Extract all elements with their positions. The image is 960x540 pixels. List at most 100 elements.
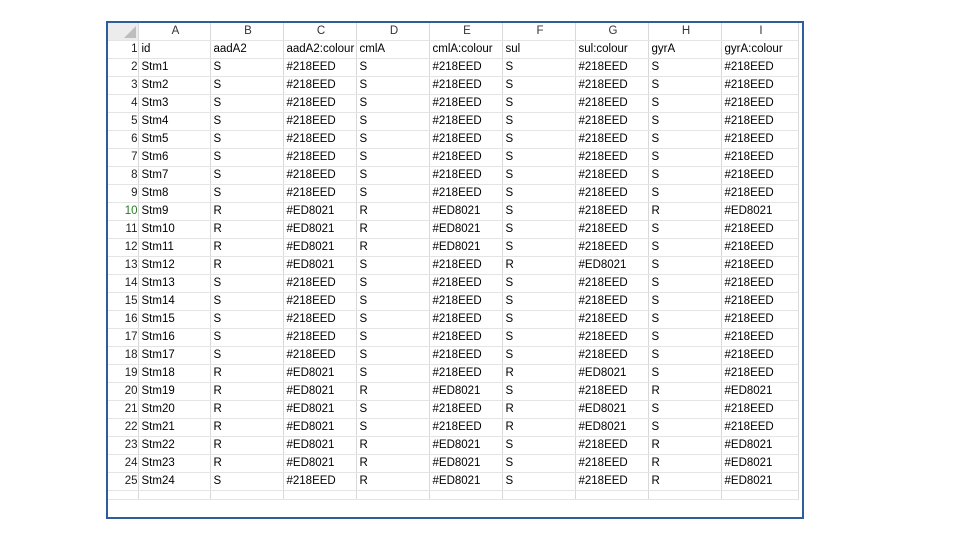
cell-h6[interactable]: S bbox=[648, 130, 722, 149]
row-number[interactable]: 17 bbox=[108, 328, 139, 347]
cell-g6[interactable]: #218EED bbox=[575, 130, 649, 149]
cell-d7[interactable]: S bbox=[356, 148, 430, 167]
cell-h4[interactable]: S bbox=[648, 94, 722, 113]
cell-e13[interactable]: #218EED bbox=[429, 256, 503, 275]
cell-i4[interactable]: #218EED bbox=[721, 94, 799, 113]
column-header-f[interactable]: F bbox=[502, 23, 576, 41]
cell-a18[interactable]: Stm17 bbox=[138, 346, 211, 365]
cell-b20[interactable]: R bbox=[210, 382, 284, 401]
row-number[interactable]: 10 bbox=[108, 202, 139, 221]
row-number[interactable]: 4 bbox=[108, 94, 139, 113]
cell-g5[interactable]: #218EED bbox=[575, 112, 649, 131]
cell-d16[interactable]: S bbox=[356, 310, 430, 329]
cell-g25[interactable]: #218EED bbox=[575, 472, 649, 491]
row-number[interactable]: 12 bbox=[108, 238, 139, 257]
row-number[interactable]: 21 bbox=[108, 400, 139, 419]
cell-e20[interactable]: #ED8021 bbox=[429, 382, 503, 401]
cell-f17[interactable]: S bbox=[502, 328, 576, 347]
cell-e22[interactable]: #218EED bbox=[429, 418, 503, 437]
cell-c25[interactable]: #218EED bbox=[283, 472, 357, 491]
cell-e15[interactable]: #218EED bbox=[429, 292, 503, 311]
cell-c15[interactable]: #218EED bbox=[283, 292, 357, 311]
cell-c6[interactable]: #218EED bbox=[283, 130, 357, 149]
cell-c24[interactable]: #ED8021 bbox=[283, 454, 357, 473]
cell-d25[interactable]: R bbox=[356, 472, 430, 491]
cell-i20[interactable]: #ED8021 bbox=[721, 382, 799, 401]
cell-b15[interactable]: S bbox=[210, 292, 284, 311]
column-header-e[interactable]: E bbox=[429, 23, 503, 41]
cell-c20[interactable]: #ED8021 bbox=[283, 382, 357, 401]
cell-g3[interactable]: #218EED bbox=[575, 76, 649, 95]
cell-g15[interactable]: #218EED bbox=[575, 292, 649, 311]
cell-g14[interactable]: #218EED bbox=[575, 274, 649, 293]
cell-h21[interactable]: S bbox=[648, 400, 722, 419]
cell-e24[interactable]: #ED8021 bbox=[429, 454, 503, 473]
cell-d6[interactable]: S bbox=[356, 130, 430, 149]
cell-e23[interactable]: #ED8021 bbox=[429, 436, 503, 455]
cell-b18[interactable]: S bbox=[210, 346, 284, 365]
cell-a4[interactable]: Stm3 bbox=[138, 94, 211, 113]
cell-c17[interactable]: #218EED bbox=[283, 328, 357, 347]
cell-b3[interactable]: S bbox=[210, 76, 284, 95]
cell-f18[interactable]: S bbox=[502, 346, 576, 365]
row-number[interactable]: 19 bbox=[108, 364, 139, 383]
row-number[interactable]: 6 bbox=[108, 130, 139, 149]
cell-a10[interactable]: Stm9 bbox=[138, 202, 211, 221]
cell-e11[interactable]: #ED8021 bbox=[429, 220, 503, 239]
cell-i19[interactable]: #218EED bbox=[721, 364, 799, 383]
cell-c21[interactable]: #ED8021 bbox=[283, 400, 357, 419]
cell-h12[interactable]: S bbox=[648, 238, 722, 257]
row-number[interactable]: 23 bbox=[108, 436, 139, 455]
cell-b17[interactable]: S bbox=[210, 328, 284, 347]
cell-d5[interactable]: S bbox=[356, 112, 430, 131]
cell-a9[interactable]: Stm8 bbox=[138, 184, 211, 203]
cell-f16[interactable]: S bbox=[502, 310, 576, 329]
cell-i16[interactable]: #218EED bbox=[721, 310, 799, 329]
cell-d22[interactable]: S bbox=[356, 418, 430, 437]
cell-d12[interactable]: R bbox=[356, 238, 430, 257]
row-number[interactable]: 14 bbox=[108, 274, 139, 293]
cell-d15[interactable]: S bbox=[356, 292, 430, 311]
cell-b11[interactable]: R bbox=[210, 220, 284, 239]
cell-g9[interactable]: #218EED bbox=[575, 184, 649, 203]
cell-b25[interactable]: S bbox=[210, 472, 284, 491]
cell-a2[interactable]: Stm1 bbox=[138, 58, 211, 77]
cell-d14[interactable]: S bbox=[356, 274, 430, 293]
row-number[interactable]: 5 bbox=[108, 112, 139, 131]
cell-f6[interactable]: S bbox=[502, 130, 576, 149]
cell-d18[interactable]: S bbox=[356, 346, 430, 365]
cell-e14[interactable]: #218EED bbox=[429, 274, 503, 293]
cell-f21[interactable]: R bbox=[502, 400, 576, 419]
cell-c14[interactable]: #218EED bbox=[283, 274, 357, 293]
cell-d21[interactable]: S bbox=[356, 400, 430, 419]
cell-b1[interactable]: aadA2 bbox=[210, 40, 284, 59]
cell-a22[interactable]: Stm21 bbox=[138, 418, 211, 437]
cell-d10[interactable]: R bbox=[356, 202, 430, 221]
row-number[interactable]: 3 bbox=[108, 76, 139, 95]
cell-h20[interactable]: R bbox=[648, 382, 722, 401]
cell-b8[interactable]: S bbox=[210, 166, 284, 185]
row-number[interactable]: 15 bbox=[108, 292, 139, 311]
cell-d13[interactable]: S bbox=[356, 256, 430, 275]
cell-e12[interactable]: #ED8021 bbox=[429, 238, 503, 257]
cell-f25[interactable]: S bbox=[502, 472, 576, 491]
cell-d1[interactable]: cmlA bbox=[356, 40, 430, 59]
cell-a16[interactable]: Stm15 bbox=[138, 310, 211, 329]
cell-a3[interactable]: Stm2 bbox=[138, 76, 211, 95]
cell-a8[interactable]: Stm7 bbox=[138, 166, 211, 185]
cell-c4[interactable]: #218EED bbox=[283, 94, 357, 113]
cell-f9[interactable]: S bbox=[502, 184, 576, 203]
cell-g7[interactable]: #218EED bbox=[575, 148, 649, 167]
cell-a11[interactable]: Stm10 bbox=[138, 220, 211, 239]
cell-f10[interactable]: S bbox=[502, 202, 576, 221]
cell-h1[interactable]: gyrA bbox=[648, 40, 722, 59]
cell-b16[interactable]: S bbox=[210, 310, 284, 329]
cell-e18[interactable]: #218EED bbox=[429, 346, 503, 365]
cell-c23[interactable]: #ED8021 bbox=[283, 436, 357, 455]
cell-a7[interactable]: Stm6 bbox=[138, 148, 211, 167]
column-header-c[interactable]: C bbox=[283, 23, 357, 41]
cell-g10[interactable]: #218EED bbox=[575, 202, 649, 221]
cell-g18[interactable]: #218EED bbox=[575, 346, 649, 365]
cell-d20[interactable]: R bbox=[356, 382, 430, 401]
cell-d4[interactable]: S bbox=[356, 94, 430, 113]
